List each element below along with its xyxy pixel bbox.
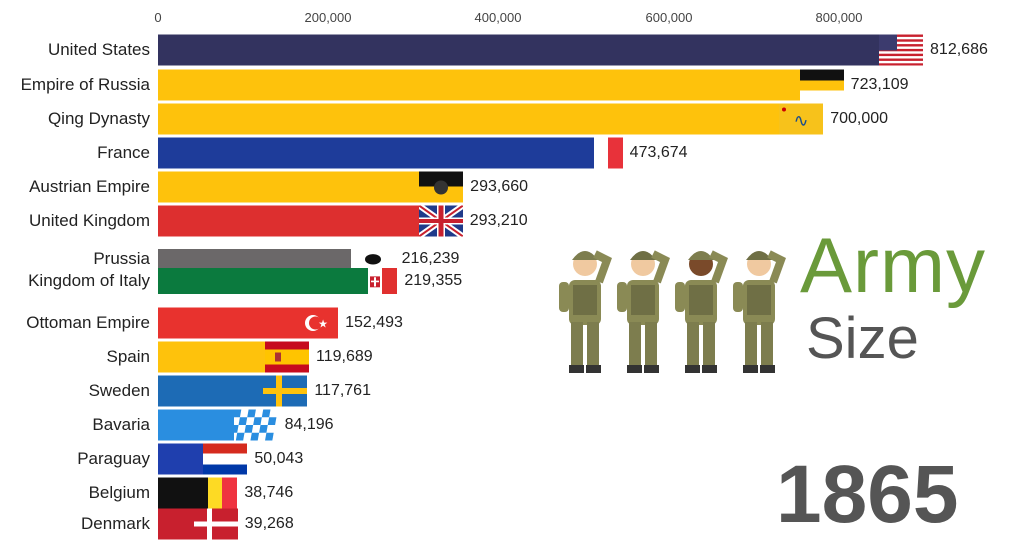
france-flag-icon: [578, 137, 623, 169]
value-label: 117,761: [314, 382, 371, 399]
category-label: Qing Dynasty: [47, 109, 150, 128]
bar: [158, 249, 395, 269]
value-label: 38,746: [244, 484, 294, 501]
value-label: 473,674: [629, 144, 688, 161]
bar: [158, 34, 924, 66]
bar: [158, 205, 463, 237]
category-label: Denmark: [81, 514, 150, 533]
paraguay-flag-icon: [203, 443, 248, 475]
category-label: Sweden: [88, 381, 150, 400]
prussia-flag-icon: [350, 249, 395, 269]
category-label: United Kingdom: [29, 211, 150, 230]
x-tick-label: 800,000: [815, 10, 863, 25]
x-tick-label: 400,000: [474, 10, 522, 25]
year-label: 1865: [776, 449, 959, 540]
category-label: France: [97, 143, 150, 162]
category-label: Belgium: [88, 483, 150, 502]
sweden-flag-icon: [263, 375, 308, 407]
category-label: Ottoman Empire: [26, 313, 150, 332]
spain-flag-icon: [265, 341, 310, 373]
category-label: Empire of Russia: [20, 75, 150, 94]
category-label: Austrian Empire: [29, 177, 150, 196]
bar: [158, 477, 238, 509]
ottoman-flag-icon: ★: [294, 307, 339, 339]
austria-flag-icon: [419, 171, 464, 203]
value-label: 50,043: [254, 450, 304, 467]
bar: [158, 268, 398, 294]
bavaria-flag-icon: [233, 409, 278, 441]
value-label: 219,355: [404, 272, 463, 289]
svg-text:★: ★: [318, 319, 328, 331]
x-tick-label: 600,000: [645, 10, 693, 25]
category-label: Paraguay: [77, 449, 150, 468]
category-label: Prussia: [93, 249, 150, 268]
bar: [158, 69, 844, 101]
value-label: 293,660: [470, 178, 529, 195]
value-label: 293,210: [469, 212, 528, 229]
value-label: 216,239: [401, 250, 460, 267]
svg-text:∿: ∿: [794, 111, 809, 131]
chart-title-size: Size: [806, 306, 919, 371]
value-label: 84,196: [284, 416, 334, 433]
category-label: Spain: [106, 347, 150, 366]
soldiers-illustration: [555, 240, 795, 380]
x-tick-label: 200,000: [304, 10, 352, 25]
bar: [158, 508, 238, 540]
value-label: 119,689: [316, 348, 373, 365]
category-label: United States: [47, 40, 150, 59]
bar: [158, 341, 310, 373]
russia-flag-icon: [799, 69, 844, 101]
value-label: 700,000: [830, 110, 889, 127]
chart-title-army: Army: [800, 221, 986, 309]
belgium-flag-icon: [193, 477, 238, 509]
italy-flag-icon: [353, 268, 398, 294]
category-label: Bavaria: [92, 415, 150, 434]
value-label: 812,686: [930, 41, 988, 58]
bar: [158, 171, 464, 203]
denmark-flag-icon: [193, 508, 238, 540]
us-flag-icon: [879, 34, 924, 66]
value-label: 39,268: [244, 515, 294, 532]
bar: [158, 375, 308, 407]
category-label: Kingdom of Italy: [28, 271, 150, 290]
value-label: 152,493: [345, 314, 403, 331]
uk-flag-icon: [418, 205, 463, 237]
bar: [158, 137, 623, 169]
bar: ★: [158, 307, 339, 339]
x-tick-label: 0: [154, 10, 162, 25]
bar: [158, 409, 278, 441]
value-label: 723,109: [850, 76, 909, 93]
bar: [158, 443, 248, 475]
qing-flag-icon: ∿: [779, 103, 824, 135]
bar: ∿: [158, 103, 824, 135]
